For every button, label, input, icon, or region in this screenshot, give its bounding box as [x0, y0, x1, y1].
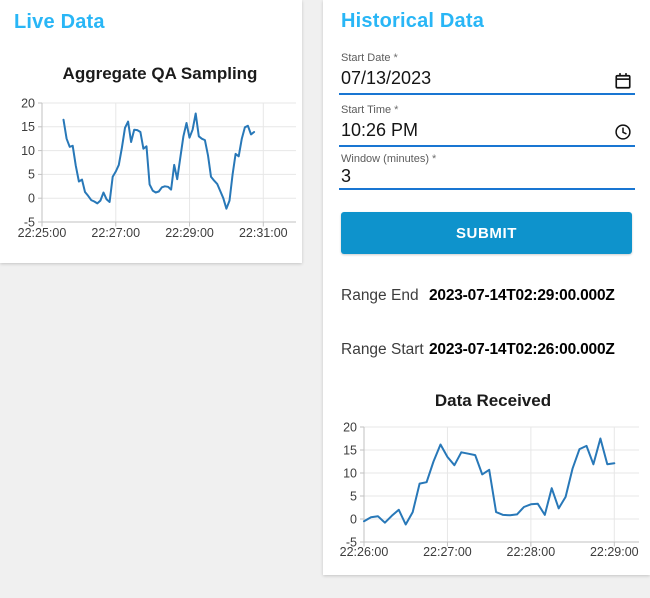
- range-end-value: 2023-07-14T02:29:00.000Z: [429, 287, 615, 304]
- range-start-value: 2023-07-14T02:26:00.000Z: [429, 341, 615, 358]
- svg-text:15: 15: [343, 443, 357, 457]
- svg-text:22:27:00: 22:27:00: [423, 545, 472, 559]
- start-date-label: Start Date *: [341, 52, 398, 64]
- svg-text:5: 5: [28, 168, 35, 182]
- live-chart-title: Aggregate QA Sampling: [62, 64, 258, 83]
- svg-text:20: 20: [343, 420, 357, 434]
- svg-text:15: 15: [21, 120, 35, 134]
- svg-text:10: 10: [343, 466, 357, 480]
- historical-data-title: Historical Data: [341, 10, 485, 32]
- live-data-panel: Live Data Aggregate QA Sampling 20 15 10 5 0…: [0, 0, 302, 263]
- required-asterisk: *: [432, 153, 437, 165]
- svg-text:0: 0: [350, 512, 357, 526]
- svg-text:22:26:00: 22:26:00: [340, 545, 389, 559]
- svg-text:22:29:00: 22:29:00: [165, 226, 214, 240]
- svg-text:22:31:00: 22:31:00: [239, 226, 288, 240]
- svg-text:10: 10: [21, 144, 35, 158]
- svg-text:-5: -5: [346, 535, 357, 549]
- svg-text:22:29:00: 22:29:00: [590, 545, 639, 559]
- svg-text:-5: -5: [24, 215, 35, 229]
- start-time-label: Start Time *: [341, 104, 399, 116]
- start-date-input[interactable]: [341, 68, 596, 89]
- live-chart: 20 15 10 5 0 -522:25:00 22:27:00 22:29:00 22:31:…: [18, 96, 296, 240]
- start-time-underline: [339, 145, 635, 147]
- range-start-row: Range Start 2023-07-14T02:26:00.000Z: [341, 341, 641, 359]
- svg-text:5: 5: [350, 489, 357, 503]
- clock-icon[interactable]: [614, 123, 632, 141]
- range-end-label: Range End: [341, 287, 419, 304]
- svg-text:20: 20: [21, 96, 35, 110]
- calendar-icon[interactable]: [614, 72, 632, 90]
- live-data-title: Live Data: [14, 11, 105, 33]
- window-minutes-input[interactable]: [341, 166, 596, 187]
- window-minutes-label: Window (minutes) *: [341, 153, 437, 165]
- required-asterisk: *: [393, 52, 398, 64]
- received-chart: 20 15 10 5 0 -522:26:00 22:27:00 22:28:00 22:29:…: [340, 420, 639, 559]
- range-end-row: Range End 2023-07-14T02:29:00.000Z: [341, 287, 641, 305]
- start-time-input[interactable]: [341, 120, 596, 141]
- required-asterisk: *: [394, 104, 399, 116]
- window-minutes-underline: [339, 188, 635, 190]
- svg-text:22:25:00: 22:25:00: [18, 226, 67, 240]
- svg-text:0: 0: [28, 192, 35, 206]
- start-date-underline: [339, 93, 635, 95]
- submit-button[interactable]: SUBMIT: [341, 212, 632, 254]
- range-start-label: Range Start: [341, 341, 424, 358]
- svg-text:22:28:00: 22:28:00: [507, 545, 556, 559]
- received-chart-title: Data Received: [434, 391, 552, 410]
- svg-text:22:27:00: 22:27:00: [91, 226, 140, 240]
- historical-data-panel: Historical Data Start Date* Start Time* …: [323, 0, 650, 575]
